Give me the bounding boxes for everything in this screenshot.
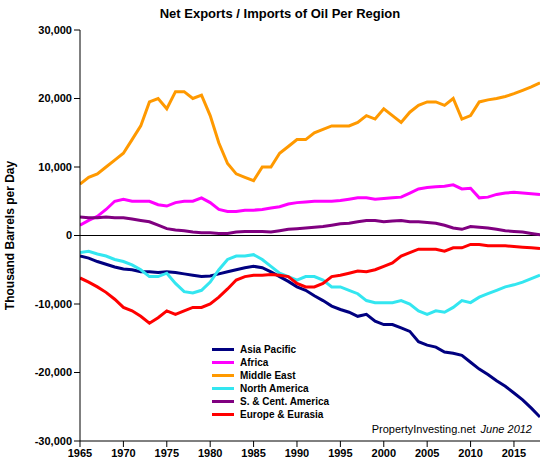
svg-text:20,000: 20,000 (38, 92, 72, 104)
svg-text:2010: 2010 (458, 447, 482, 459)
html-text:Asia Pacific: Asia Pacific (240, 344, 297, 355)
svg-text:0: 0 (66, 229, 72, 241)
svg-text:-10,000: -10,000 (35, 298, 72, 310)
html-text:Middle East: Middle East (240, 370, 296, 381)
html-text:PropertyInvesting.net June 201: PropertyInvesting.net June 2012 (371, 423, 532, 435)
html-text:Europe & Eurasia: Europe & Eurasia (240, 409, 324, 420)
html-text:North America: North America (240, 383, 309, 394)
svg-text:-30,000: -30,000 (35, 435, 72, 447)
svg-text:1980: 1980 (198, 447, 222, 459)
svg-text:1990: 1990 (285, 447, 309, 459)
svg-text:2015: 2015 (502, 447, 526, 459)
svg-text:1970: 1970 (111, 447, 135, 459)
svg-text:1995: 1995 (328, 447, 352, 459)
svg-text:10,000: 10,000 (38, 161, 72, 173)
svg-text:30,000: 30,000 (38, 24, 72, 36)
svg-text:Thousand Barrels per Day: Thousand Barrels per Day (8, 160, 17, 310)
svg-text:2005: 2005 (415, 447, 439, 459)
svg-text:1985: 1985 (241, 447, 265, 459)
svg-text:-20,000: -20,000 (35, 366, 72, 378)
svg-text:2000: 2000 (372, 447, 396, 459)
svg-text:1965: 1965 (68, 447, 92, 459)
html-text:Africa: Africa (240, 357, 269, 368)
svg-text:1975: 1975 (155, 447, 179, 459)
html-text:S. & Cent. America: S. & Cent. America (240, 396, 330, 407)
html-text:Net Exports / Imports of Oil P: Net Exports / Imports of Oil Per Region (159, 6, 401, 21)
